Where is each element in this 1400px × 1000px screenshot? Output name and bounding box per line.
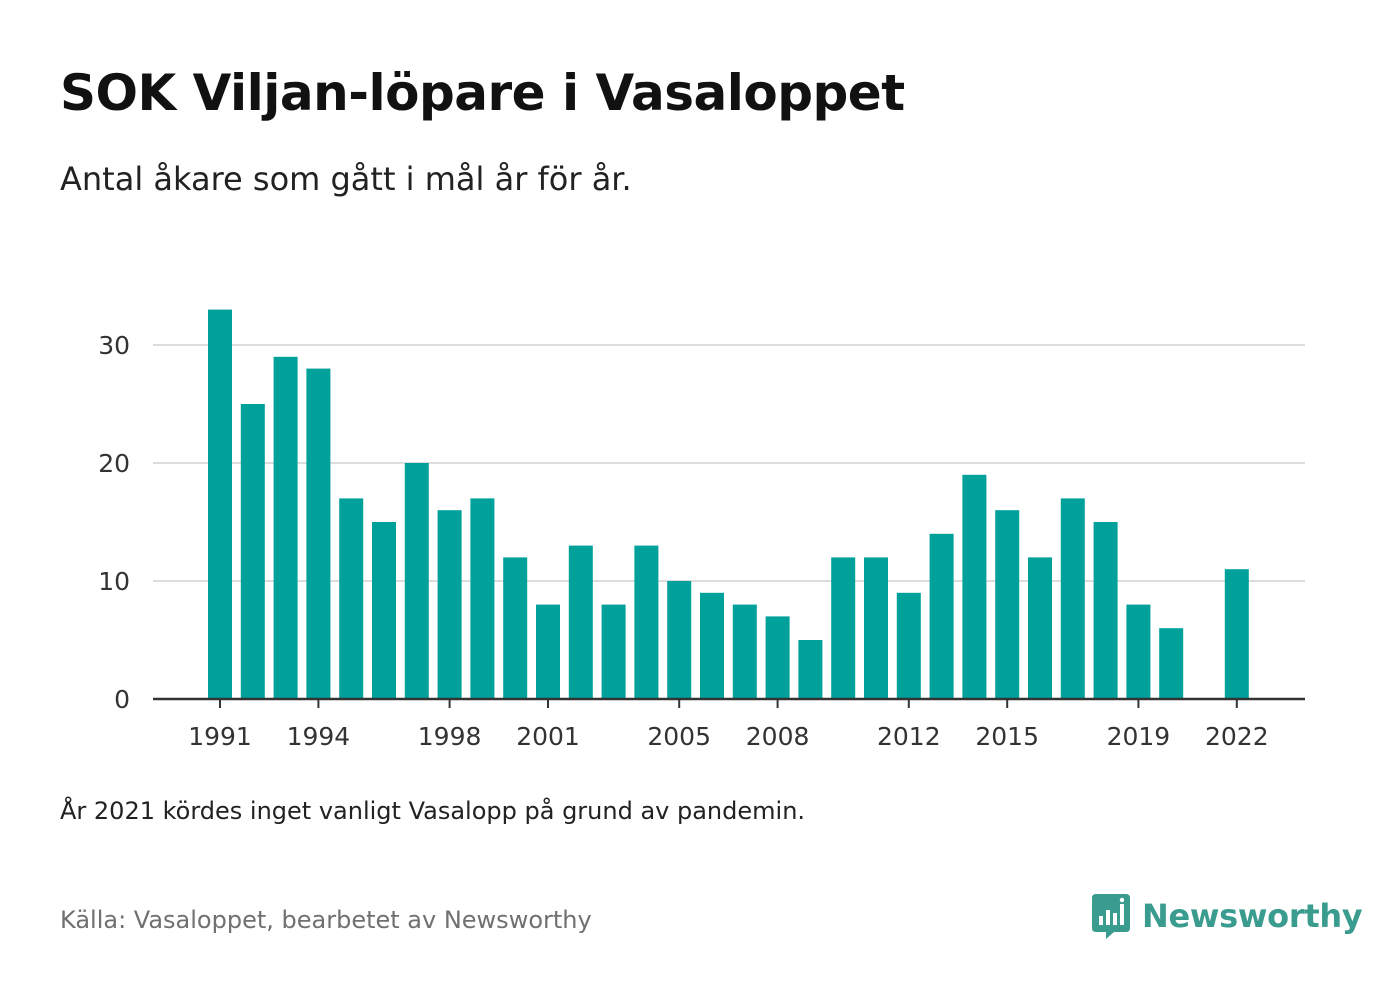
brand-logo: Newsworthy: [1090, 892, 1363, 940]
bar-2018: [1093, 522, 1118, 699]
bar-chart: 0 10 20 30 1991 1994 1998 2001 2005 2008 2012 2015 2…: [98, 309, 1305, 751]
chart-title: SOK Viljan-löpare i Vasaloppet: [60, 64, 905, 122]
x-tick-label-2012: 2012: [877, 722, 941, 751]
bar-2008: [765, 616, 790, 699]
x-tick-label-2008: 2008: [746, 722, 810, 751]
x-tick-label-1994: 1994: [287, 722, 351, 751]
bar-2006: [700, 592, 724, 699]
y-tick-label-0: 0: [114, 685, 130, 714]
bar-1997: [404, 463, 429, 699]
bar-2005: [667, 581, 692, 699]
bar-2001: [536, 604, 560, 699]
bar-2003: [601, 604, 626, 699]
y-tick-label-30: 30: [98, 331, 130, 360]
bar-1994: [306, 368, 331, 699]
bar-1993: [273, 356, 298, 699]
bar-2010: [831, 557, 856, 699]
bar-1996: [372, 522, 396, 699]
x-tick-label-2022: 2022: [1205, 722, 1269, 751]
y-tick-label-10: 10: [98, 567, 130, 596]
newsworthy-logo-icon: [1092, 894, 1130, 939]
x-tick-label-1998: 1998: [418, 722, 482, 751]
chart-note: År 2021 kördes inget vanligt Vasalopp på…: [60, 797, 806, 825]
x-tick-label-2015: 2015: [975, 722, 1039, 751]
chart-subtitle: Antal åkare som gått i mål år för år.: [60, 160, 632, 198]
bar-1991: [208, 309, 232, 699]
bar-2022: [1224, 569, 1249, 699]
bar-2002: [568, 545, 593, 699]
bar-2013: [929, 533, 954, 699]
bar-2004: [634, 545, 659, 699]
bar-2014: [962, 474, 987, 699]
bar-2007: [732, 604, 757, 699]
bar-1995: [339, 498, 364, 699]
x-tick-label-2005: 2005: [647, 722, 711, 751]
bar-2011: [864, 557, 888, 699]
bar-2019: [1126, 604, 1151, 699]
x-tick-label-1991: 1991: [188, 722, 252, 751]
bar-2015: [995, 510, 1020, 699]
x-tick-label-2001: 2001: [516, 722, 580, 751]
brand-name: Newsworthy: [1142, 897, 1363, 935]
bar-1992: [240, 404, 265, 699]
bar-2000: [503, 557, 528, 699]
x-tick-label-2019: 2019: [1107, 722, 1171, 751]
bar-2009: [798, 640, 823, 699]
bar-2016: [1028, 557, 1052, 699]
bar-2012: [896, 592, 921, 699]
source-credit: Källa: Vasaloppet, bearbetet av Newswort…: [60, 906, 592, 934]
bar-2017: [1060, 498, 1085, 699]
bar-2020: [1159, 628, 1184, 699]
bar-1999: [470, 498, 495, 699]
bar-1998: [437, 510, 462, 699]
y-tick-label-20: 20: [98, 449, 130, 478]
